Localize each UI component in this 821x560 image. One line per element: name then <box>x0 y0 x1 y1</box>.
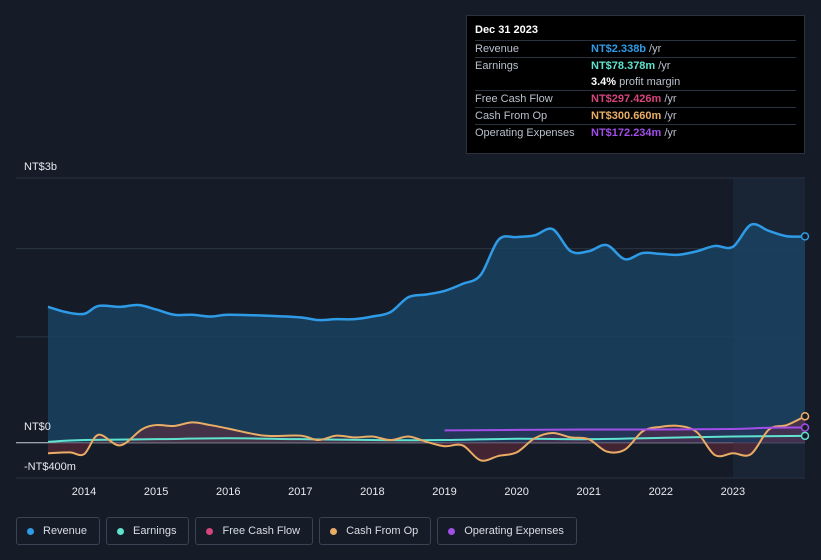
legend: Revenue Earnings Free Cash Flow Cash From O… <box>16 517 577 545</box>
tooltip-row-value: NT$297.426m <box>591 93 662 105</box>
x-tick-label: 2021 <box>576 486 600 498</box>
y-axis-label-top: NT$3b <box>24 161 57 173</box>
legend-label: Revenue <box>43 525 88 537</box>
operating-expenses-endpoint <box>800 423 810 432</box>
x-tick-label: 2018 <box>360 486 384 498</box>
legend-item-operating-expenses[interactable]: Operating Expenses <box>437 517 577 545</box>
tooltip-row-value: NT$300.660m <box>591 110 662 122</box>
x-tick-label: 2020 <box>504 486 528 498</box>
tooltip-row-unit: /yr <box>658 60 671 72</box>
tooltip-row-unit: /yr <box>649 43 662 55</box>
x-tick-label: 2017 <box>288 486 312 498</box>
legend-item-revenue[interactable]: Revenue <box>16 517 101 545</box>
legend-label: Free Cash Flow <box>222 525 301 537</box>
tooltip-row-label: Operating Expenses <box>475 127 575 139</box>
legend-item-cash-from-op[interactable]: Cash From Op <box>319 517 432 545</box>
tooltip-row-unit: profit margin <box>619 76 681 88</box>
x-tick-label: 2016 <box>216 486 240 498</box>
tooltip-row: Cash From Op NT$300.660m/yr <box>475 107 796 124</box>
revenue-endpoint <box>800 232 810 241</box>
tooltip-row: Free Cash Flow NT$297.426m/yr <box>475 90 796 107</box>
cash-from-op-endpoint <box>800 411 810 421</box>
earnings-endpoint <box>800 431 810 441</box>
operating-expenses-line <box>444 426 806 432</box>
tooltip-row: Revenue NT$2.338b/yr <box>475 40 796 57</box>
tooltip-row-label: Earnings <box>475 60 519 72</box>
legend-item-earnings[interactable]: Earnings <box>106 517 190 545</box>
y-axis-label-bottom: -NT$400m <box>24 461 76 473</box>
tooltip-row: 3.4% profit margin <box>475 74 796 90</box>
legend-dot-icon <box>330 527 338 535</box>
x-tick-label: 2015 <box>144 486 168 498</box>
x-tick-label: 2023 <box>721 486 745 498</box>
revenue-area <box>48 224 805 443</box>
revenue-line <box>47 222 806 322</box>
legend-label: Operating Expenses <box>464 525 564 537</box>
tooltip-row-label: Cash From Op <box>475 110 548 122</box>
tooltip-row-label: Revenue <box>475 43 520 55</box>
tooltip-row-unit: /yr <box>664 93 677 105</box>
tooltip-row-label: Free Cash Flow <box>475 93 553 105</box>
legend-dot-icon <box>448 527 456 535</box>
y-axis-label-zero: NT$0 <box>24 421 51 433</box>
tooltip-row-unit: /yr <box>664 127 677 139</box>
tooltip-row-value: 3.4% <box>591 76 617 88</box>
legend-item-free-cash-flow[interactable]: Free Cash Flow <box>195 517 314 545</box>
tooltip-row-value: NT$2.338b <box>591 43 647 55</box>
tooltip-row-value: NT$172.234m <box>591 127 662 139</box>
tooltip-row: Operating Expenses NT$172.234m/yr <box>475 124 796 141</box>
tooltip-row-value: NT$78.378m <box>591 60 656 72</box>
cash-from-op-line <box>47 415 806 462</box>
legend-label: Cash From Op <box>346 525 419 537</box>
tooltip-date: Dec 31 2023 <box>475 24 538 36</box>
x-tick-label: 2022 <box>649 486 673 498</box>
earnings-line <box>47 434 806 443</box>
tooltip-row-label <box>475 74 591 90</box>
free-cash-flow-area <box>48 416 805 461</box>
legend-dot-icon <box>117 527 125 535</box>
legend-dot-icon <box>206 527 214 535</box>
x-tick-label: 2019 <box>432 486 456 498</box>
legend-label: Earnings <box>133 525 177 537</box>
tooltip: Dec 31 2023 Revenue NT$2.338b/yr Earnings N… <box>466 15 805 154</box>
tooltip-row: Earnings NT$78.378m/yr <box>475 57 796 74</box>
tooltip-row-unit: /yr <box>664 110 677 122</box>
legend-dot-icon <box>27 527 34 535</box>
chart: 2014 2015 2016 2017 2018 2019 2020 2021 2022 2023… <box>16 161 810 498</box>
x-tick-label: 2014 <box>72 486 96 498</box>
